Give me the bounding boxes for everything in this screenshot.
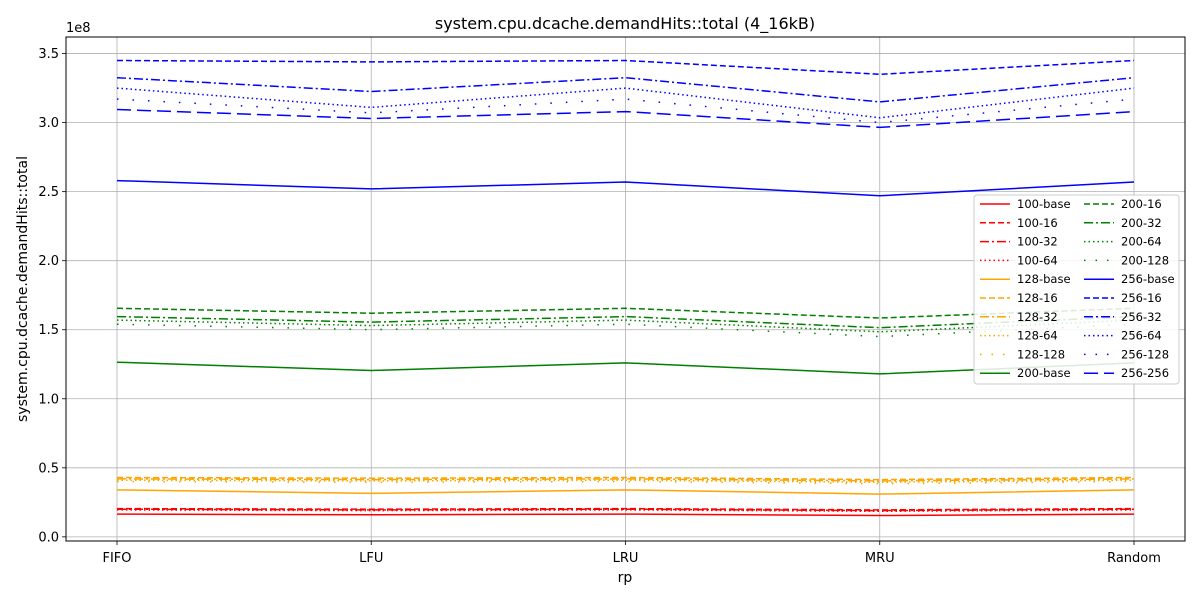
series-line-200-16 (116, 307, 1135, 319)
legend-label-100-32: 100-32 (1017, 235, 1058, 249)
legend-label-100-base: 100-base (1017, 197, 1071, 211)
legend-label-128-128: 128-128 (1017, 347, 1065, 361)
y-tick-label: 3.5 (38, 47, 59, 62)
series-line-128-16 (116, 476, 1135, 481)
legend-label-200-128: 200-128 (1121, 253, 1169, 267)
legend-label-256-64: 256-64 (1121, 329, 1162, 343)
legend-label-200-32: 200-32 (1121, 216, 1162, 230)
y-tick-label: 3.0 (38, 116, 59, 131)
legend-label-128-16: 128-16 (1017, 291, 1058, 305)
legend-label-256-128: 256-128 (1121, 347, 1169, 361)
series-line-100-64 (116, 509, 1135, 513)
legend-label-128-base: 128-base (1017, 272, 1071, 286)
x-tick-label-fifo: FIFO (102, 551, 131, 566)
series-lines (116, 59, 1135, 517)
chart-title: system.cpu.dcache.demandHits::total (4_1… (435, 14, 815, 34)
y-tick-label: 0.5 (38, 461, 59, 476)
series-line-100-16 (116, 507, 1135, 511)
x-tick-label-mru: MRU (865, 551, 895, 566)
legend-label-128-64: 128-64 (1017, 329, 1058, 343)
legend-box (973, 194, 1180, 385)
legend: 100-base 100-16 100-32 100-64 128-base 128-16… (973, 194, 1180, 385)
y-tick-label: 2.5 (38, 185, 59, 200)
series-line-256-64 (116, 87, 1135, 119)
legend-label-256-16: 256-16 (1121, 291, 1162, 305)
series-line-256-base (116, 179, 1135, 197)
legend-label-256-base: 256-base (1121, 272, 1175, 286)
legend-label-200-16: 200-16 (1121, 197, 1162, 211)
legend-label-256-256: 256-256 (1121, 366, 1169, 380)
legend-label-200-64: 200-64 (1121, 235, 1162, 249)
y-axis-multiplier: 1e8 (66, 21, 91, 36)
y-tick-label: 1.0 (38, 392, 59, 407)
x-axis-label: rp (618, 570, 633, 586)
legend-label-128-32: 128-32 (1017, 310, 1058, 324)
x-tick-label-random: Random (1107, 551, 1161, 566)
y-tick-label: 0.0 (38, 530, 59, 545)
x-tick-label-lfu: LFU (359, 551, 383, 566)
series-line-200-64 (116, 319, 1135, 333)
series-line-256-256 (116, 108, 1135, 129)
series-line-256-16 (116, 59, 1135, 76)
series-line-100-base (116, 513, 1135, 517)
legend-label-256-32: 256-32 (1121, 310, 1162, 324)
series-line-200-base (116, 361, 1135, 375)
legend-label-100-16: 100-16 (1017, 216, 1058, 230)
y-tick-label: 1.5 (38, 323, 59, 338)
y-axis-label: system.cpu.dcache.demandHits::total (15, 156, 31, 422)
legend-label-200-base: 200-base (1017, 366, 1071, 380)
x-tick-label-lru: LRU (613, 551, 639, 566)
y-tick-label: 2.0 (38, 254, 59, 269)
series-line-128-base (116, 489, 1135, 495)
x-axis-ticks: FIFO LFU LRU MRU Random (102, 541, 1161, 566)
series-line-128-64 (116, 479, 1135, 484)
y-axis-ticks: 0.0 0.5 1.0 1.5 2.0 2.5 3.0 3.5 (38, 47, 66, 545)
grid-lines (66, 37, 1185, 541)
legend-label-100-64: 100-64 (1017, 253, 1058, 267)
